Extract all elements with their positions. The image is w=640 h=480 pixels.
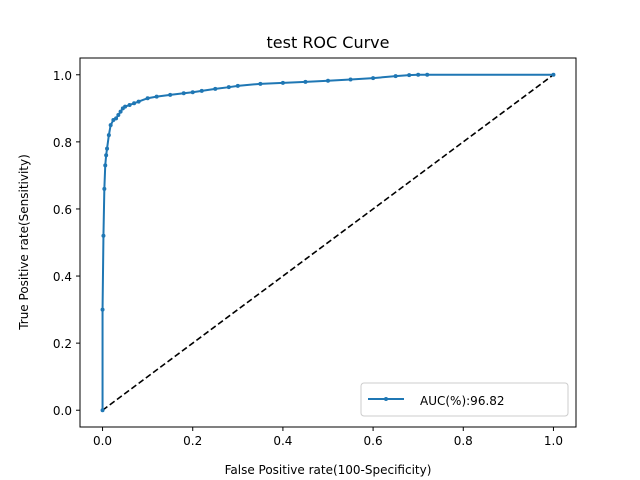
y-tick-label: 0.0 (53, 404, 72, 418)
x-tick-label: 0.2 (183, 434, 202, 448)
legend-label: AUC(%):96.82 (420, 394, 505, 408)
roc-point (190, 90, 195, 95)
legend-marker-swatch (384, 397, 388, 401)
roc-point (104, 153, 109, 158)
roc-point (348, 77, 353, 82)
roc-point (371, 76, 376, 81)
chart-title: test ROC Curve (267, 33, 390, 52)
roc-point (235, 83, 240, 88)
roc-point (102, 186, 107, 191)
roc-point (416, 72, 421, 77)
roc-point (127, 102, 132, 107)
x-axis-label: False Positive rate(100-Specificity) (225, 463, 432, 477)
roc-point (114, 116, 119, 121)
roc-point (181, 91, 186, 96)
y-tick-label: 0.8 (53, 136, 72, 150)
y-tick-label: 0.6 (53, 203, 72, 217)
x-axis-ticks: 0.0 0.2 0.4 0.6 0.8 1.0 (93, 427, 563, 448)
x-tick-label: 0.8 (454, 434, 473, 448)
roc-point (123, 104, 128, 109)
x-tick-label: 0.4 (273, 434, 292, 448)
roc-point (551, 72, 556, 77)
x-tick-label: 0.6 (364, 434, 383, 448)
y-tick-label: 0.2 (53, 337, 72, 351)
roc-point (213, 86, 218, 91)
roc-point (226, 85, 231, 90)
y-tick-label: 0.4 (53, 270, 72, 284)
roc-point (106, 133, 111, 138)
y-axis-label: True Positive rate(Sensitivity) (17, 154, 31, 331)
roc-point (168, 92, 173, 97)
plot-frame (79, 57, 577, 428)
roc-point (425, 72, 430, 77)
roc-point (105, 146, 110, 151)
roc-point (100, 307, 105, 312)
roc-point (101, 233, 106, 238)
roc-curve-line (101, 73, 554, 411)
x-tick-label: 0.0 (93, 434, 112, 448)
roc-point (132, 101, 137, 106)
roc-point (199, 88, 204, 93)
chance-diagonal-line (102, 74, 554, 411)
roc-point (326, 78, 330, 83)
roc-point (258, 81, 263, 86)
x-tick-label: 1.0 (544, 434, 563, 448)
roc-point (393, 74, 398, 79)
legend: AUC(%):96.82 (360, 382, 569, 417)
roc-point (303, 79, 308, 84)
roc-point (136, 99, 141, 104)
roc-point (407, 73, 412, 78)
roc-point (118, 109, 123, 114)
plot-area (79, 57, 577, 428)
roc-point (100, 408, 105, 413)
roc-point (145, 96, 150, 101)
roc-point (108, 123, 113, 128)
roc-point (103, 163, 108, 168)
legend-box (360, 382, 569, 417)
y-axis-ticks: 0.0 0.2 0.4 0.6 0.8 1.0 (53, 69, 80, 418)
roc-point (280, 80, 285, 85)
roc-curve-markers (100, 72, 556, 413)
roc-point (154, 94, 159, 99)
y-tick-label: 1.0 (53, 69, 72, 83)
roc-point (116, 113, 121, 118)
